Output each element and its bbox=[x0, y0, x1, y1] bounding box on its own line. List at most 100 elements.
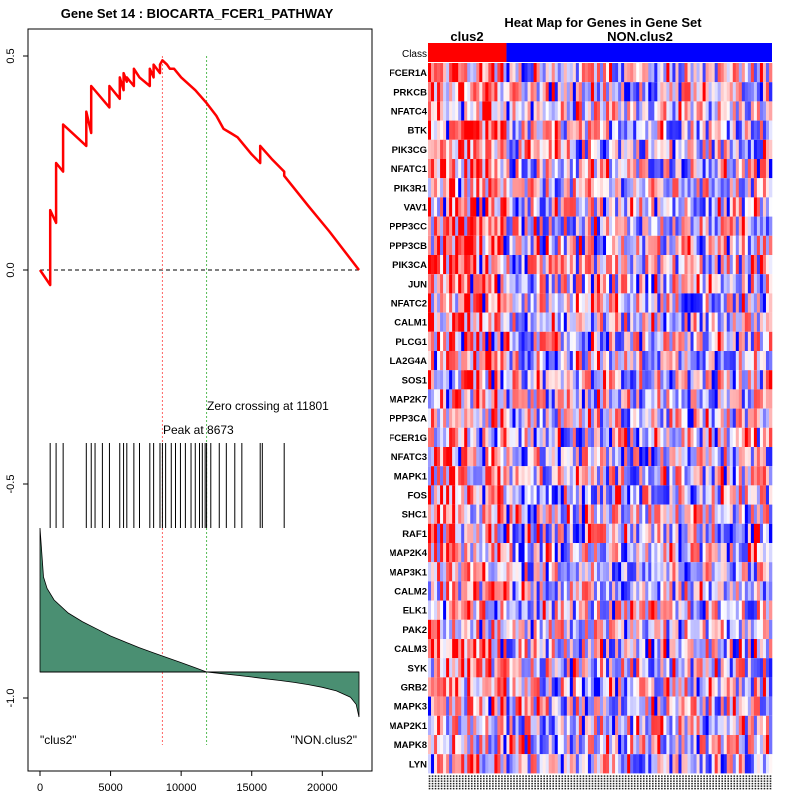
heatmap-cell bbox=[452, 216, 456, 236]
heatmap-cell bbox=[705, 523, 709, 543]
heatmap-cell bbox=[762, 408, 767, 428]
heatmap-cell bbox=[512, 754, 516, 774]
heatmap-cell bbox=[732, 120, 737, 140]
heatmap-cell bbox=[753, 82, 758, 102]
heatmap-cell bbox=[648, 485, 652, 505]
heatmap-cell bbox=[434, 178, 438, 198]
heatmap-cell bbox=[506, 427, 510, 447]
heatmap-cell bbox=[714, 408, 718, 428]
heatmap-cell bbox=[735, 274, 740, 294]
heatmap-cell bbox=[575, 485, 580, 505]
heatmap-cell bbox=[449, 427, 453, 447]
heatmap-cell bbox=[518, 82, 522, 102]
heatmap-cell bbox=[446, 619, 450, 639]
heatmap-cell bbox=[735, 543, 740, 563]
heatmap-cell bbox=[720, 427, 725, 447]
heatmap-cell bbox=[711, 197, 715, 217]
heatmap-cell bbox=[491, 159, 495, 179]
heatmap-cell bbox=[572, 101, 577, 121]
heatmap-cell bbox=[485, 351, 489, 371]
heatmap-cell bbox=[738, 274, 743, 294]
heatmap-cell bbox=[765, 581, 770, 601]
heatmap-cell bbox=[726, 63, 731, 83]
heatmap-cell bbox=[672, 504, 676, 524]
heatmap-cell bbox=[708, 197, 712, 217]
heatmap-cell bbox=[744, 274, 749, 294]
heatmap-cell bbox=[512, 696, 516, 716]
heatmap-cell bbox=[569, 63, 574, 83]
heatmap-cell bbox=[744, 159, 749, 179]
heatmap-cell bbox=[560, 331, 565, 351]
heatmap-cell bbox=[482, 293, 486, 313]
heatmap-cell bbox=[669, 715, 673, 735]
heatmap-cell bbox=[615, 715, 619, 735]
heatmap-cell bbox=[530, 331, 534, 351]
heatmap-cell bbox=[642, 639, 646, 659]
heatmap-cell bbox=[458, 255, 462, 275]
heatmap-cell bbox=[557, 370, 562, 390]
heatmap-cell bbox=[464, 255, 468, 275]
heatmap-cell bbox=[560, 619, 565, 639]
heatmap-cell bbox=[551, 235, 556, 255]
heatmap-cell bbox=[747, 197, 752, 217]
heatmap-cell bbox=[578, 427, 583, 447]
heatmap-cell bbox=[536, 216, 540, 236]
heatmap-cell bbox=[464, 447, 468, 467]
heatmap-cell bbox=[428, 293, 432, 313]
heatmap-cell bbox=[539, 101, 543, 121]
heatmap-cell bbox=[720, 619, 725, 639]
heatmap-cell bbox=[675, 735, 679, 755]
heatmap-cell bbox=[503, 408, 507, 428]
heatmap-cell bbox=[657, 139, 661, 159]
heatmap-cell bbox=[603, 255, 607, 275]
heatmap-cell bbox=[452, 408, 456, 428]
heatmap-cell bbox=[654, 82, 658, 102]
heatmap-cell bbox=[711, 101, 715, 121]
heatmap-cell bbox=[560, 543, 565, 563]
heatmap-cell bbox=[542, 485, 546, 505]
heatmap-cell bbox=[618, 504, 622, 524]
heatmap-cell bbox=[762, 754, 767, 774]
heatmap-cell bbox=[684, 82, 688, 102]
heatmap-cell bbox=[458, 447, 462, 467]
heatmap-cell bbox=[633, 715, 637, 735]
heatmap-cell bbox=[467, 466, 471, 486]
heatmap-cell bbox=[699, 658, 703, 678]
heatmap-cell bbox=[690, 216, 694, 236]
heatmap-cell bbox=[714, 216, 718, 236]
heatmap-cell bbox=[741, 370, 746, 390]
heatmap-cell bbox=[759, 427, 764, 447]
gene-label: MAP2K1 bbox=[390, 721, 428, 732]
heatmap-cell bbox=[663, 389, 667, 409]
heatmap-cell bbox=[491, 696, 495, 716]
heatmap-cell bbox=[536, 370, 540, 390]
heatmap-cell bbox=[443, 370, 447, 390]
heatmap-cell bbox=[720, 677, 725, 697]
heatmap-cell bbox=[603, 658, 607, 678]
heatmap-cell bbox=[702, 523, 706, 543]
heatmap-cell bbox=[515, 312, 519, 332]
heatmap-cell bbox=[482, 331, 486, 351]
heatmap-cell bbox=[539, 312, 543, 332]
heatmap-cell bbox=[630, 216, 634, 236]
heatmap-cell bbox=[446, 216, 450, 236]
heatmap-cell bbox=[642, 504, 646, 524]
heatmap-cell bbox=[569, 331, 574, 351]
heatmap-cell bbox=[515, 658, 519, 678]
heatmap-cell bbox=[473, 677, 477, 697]
heatmap-cell bbox=[708, 331, 712, 351]
heatmap-cell bbox=[624, 63, 628, 83]
heatmap-cell bbox=[452, 447, 456, 467]
heatmap-cell bbox=[636, 331, 640, 351]
heatmap-cell bbox=[672, 543, 676, 563]
heatmap-cell bbox=[548, 466, 553, 486]
heatmap-cell bbox=[765, 63, 770, 83]
heatmap-cell bbox=[464, 63, 468, 83]
heatmap-cell bbox=[563, 562, 568, 582]
heatmap-cell bbox=[485, 197, 489, 217]
heatmap-cell bbox=[485, 619, 489, 639]
heatmap-cell bbox=[428, 543, 432, 563]
heatmap-cell bbox=[690, 63, 694, 83]
heatmap-cell bbox=[440, 562, 444, 582]
heatmap-cell bbox=[600, 255, 604, 275]
